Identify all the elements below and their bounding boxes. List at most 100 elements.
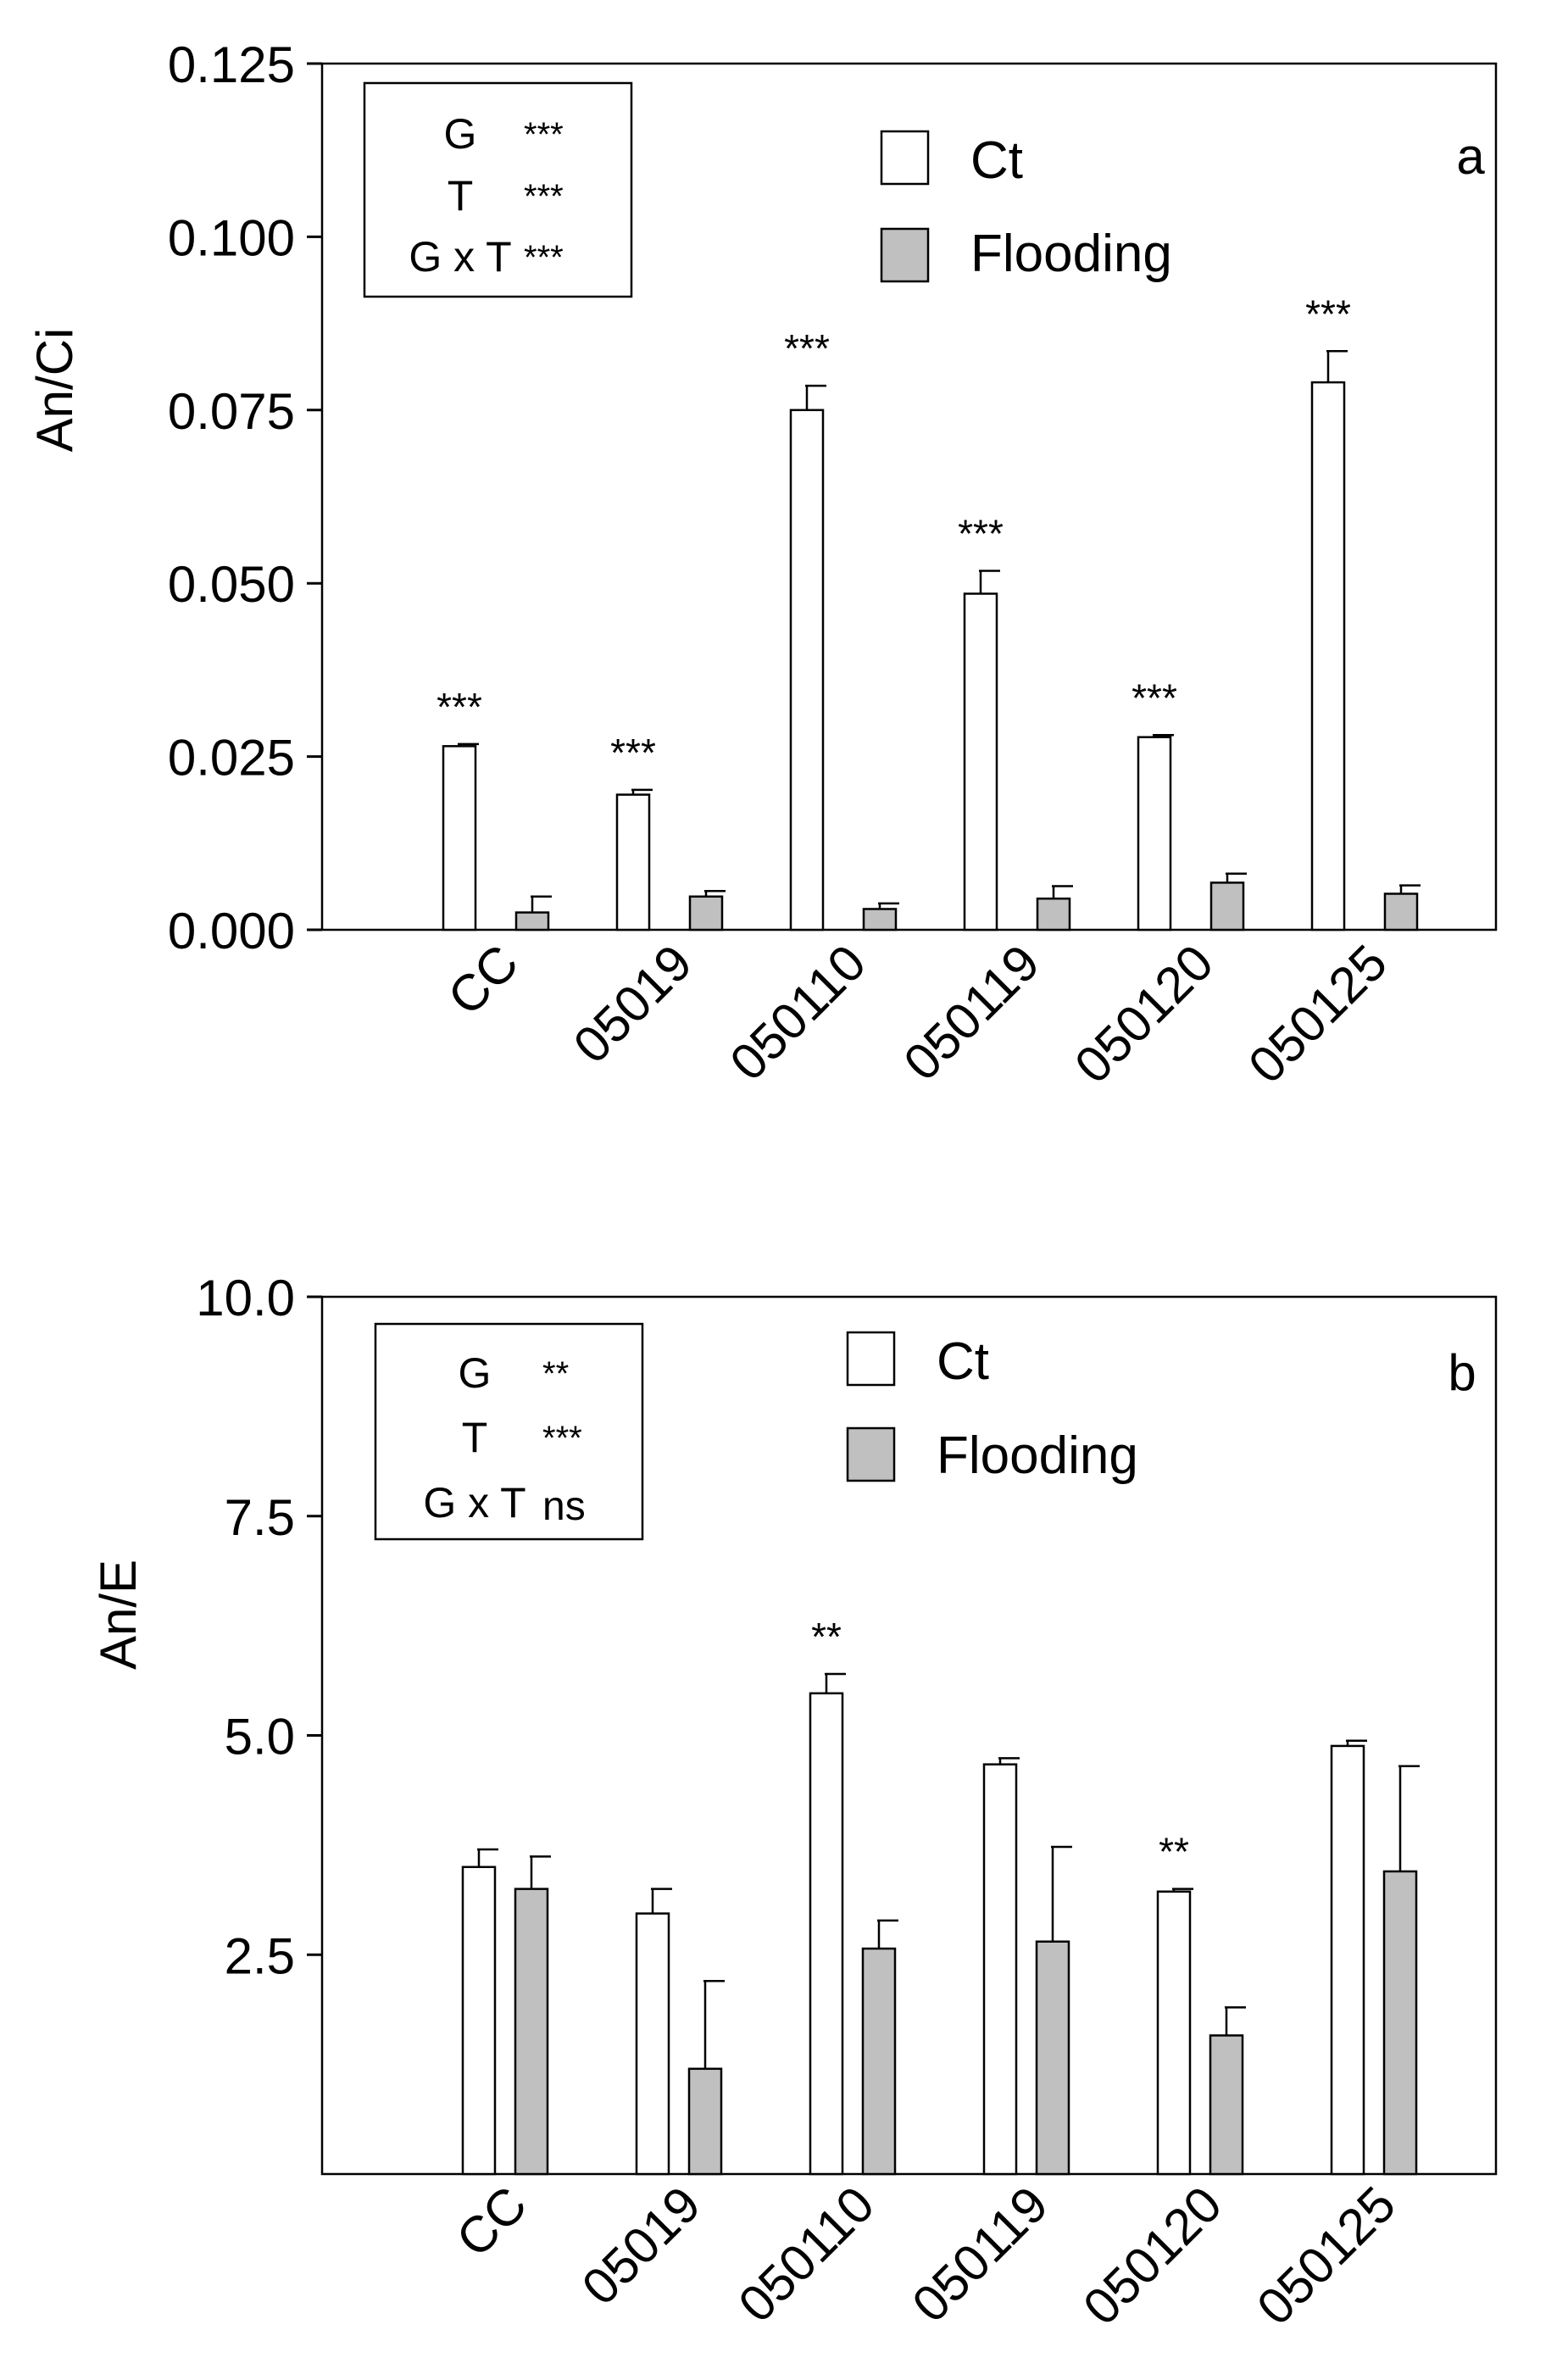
- panel-a-y-tick-label: 0.075: [168, 383, 295, 440]
- panel-a-error-bar-ct: [631, 788, 653, 795]
- panel-b-y-axis-label: An/E: [90, 1560, 147, 1670]
- panel-a-bar-ct: [789, 409, 825, 931]
- panel-b-error-bar-flooding: [1225, 2006, 1246, 2036]
- panel-b-bar-flooding: [687, 2067, 723, 2176]
- panel-b-x-axis: CC 05019 050110 050119 050120 050125: [446, 2176, 1407, 2336]
- panel-a-bar-ct: [615, 793, 651, 931]
- panel-b-significance-label: **: [811, 1615, 842, 1659]
- panel-a-bar-ct: [442, 745, 477, 931]
- panel-b-error-bar-ct: [825, 1672, 846, 1693]
- panel-b-error-bar-ct: [1346, 1739, 1367, 1746]
- panel-a-stats-level-t: ***: [524, 178, 564, 215]
- panel-b-stats-box: G ** T *** G x T ns: [374, 1322, 644, 1541]
- panel-b-label: b: [1448, 1344, 1476, 1401]
- panel-a-stats-factor-g: G: [444, 110, 477, 158]
- panel-b-bars: ** **: [461, 1615, 1420, 2176]
- panel-a: 0.000 0.025 0.050 0.075 0.100 0.125 An/Ci ***…: [26, 36, 1498, 1094]
- panel-b-error-bar-flooding: [877, 1919, 898, 1949]
- panel-b-bar-flooding: [1035, 1940, 1070, 2176]
- panel-a-y-axis-label: An/Ci: [26, 328, 83, 453]
- panel-a-x-tick-label: 050110: [719, 934, 876, 1092]
- panel-a-y-tick-label: 0.125: [168, 36, 295, 93]
- panel-a-significance-label: ***: [1305, 292, 1351, 336]
- panel-b-stats-level-t: ***: [542, 1420, 582, 1457]
- panel-b-x-tick-label: 050110: [727, 2176, 885, 2333]
- panel-a-stats-frame: [363, 81, 633, 298]
- panel-b-stats-level-g: **: [542, 1355, 569, 1393]
- panel-a-y-tick-label: 0.050: [168, 556, 295, 613]
- panel-b-error-bar-flooding: [703, 1980, 725, 2069]
- panel-b-y-tick-label: 2.5: [225, 1927, 295, 1984]
- panel-b-x-tick-label: 050125: [1246, 2176, 1406, 2336]
- panel-a-significance-label: ***: [784, 326, 830, 370]
- panel-a-y-axis: 0.000 0.025 0.050 0.075 0.100 0.125: [168, 36, 322, 959]
- panel-b-y-tick-label: 5.0: [225, 1709, 295, 1766]
- panel-b-y-tick-label: 10.0: [196, 1270, 295, 1326]
- panel-b-legend-swatch-flooding: [846, 1426, 896, 1482]
- panel-b-y-tick-label: 7.5: [225, 1489, 295, 1546]
- panel-a-error-bar-flooding: [878, 902, 899, 909]
- panel-a-bar-flooding: [862, 908, 898, 931]
- panel-a-stats-level-g: ***: [524, 116, 564, 153]
- panel-b-bar-ct: [1156, 1890, 1192, 2176]
- panel-a-error-bar-flooding: [1399, 884, 1421, 894]
- panel-a-error-bar-ct: [458, 742, 479, 747]
- panel-b-bar-flooding: [514, 1888, 549, 2176]
- panel-b-x-tick-label: 050120: [1072, 2176, 1232, 2336]
- panel-a-bar-flooding: [514, 911, 550, 931]
- panel-a-bar-flooding: [1383, 892, 1419, 931]
- panel-a-bar-ct: [1310, 381, 1346, 931]
- panel-a-bar-ct: [963, 592, 998, 931]
- panel-a-significance-label: ***: [1132, 676, 1177, 720]
- panel-a-stats-level-gxt: ***: [524, 239, 564, 276]
- panel-b-error-bar-ct: [998, 1757, 1020, 1765]
- panel-a-error-bar-ct: [1326, 350, 1348, 383]
- panel-b-bar-ct: [461, 1866, 497, 2176]
- panel-b-stats-factor-gxt: G x T: [423, 1479, 525, 1526]
- panel-b-stats-frame: [374, 1322, 644, 1541]
- panel-b-stats-factor-t: T: [462, 1414, 488, 1461]
- panel-a-x-tick-label: 050119: [892, 934, 1050, 1092]
- panel-a-x-tick-label: 050125: [1237, 934, 1398, 1094]
- panel-a-x-tick-label: 050120: [1064, 934, 1224, 1094]
- panel-b-x-tick-label: 05019: [571, 2176, 711, 2316]
- panel-b: 2.55.07.510.0 An/E **** CC 05019 050110 050…: [90, 1270, 1498, 2336]
- panel-a-y-tick-label: 0.100: [168, 209, 295, 266]
- panel-a-x-tick-label: CC: [437, 934, 530, 1026]
- panel-a-stats-factor-gxt: G x T: [409, 233, 511, 281]
- panel-b-legend-swatch-ct: [846, 1331, 896, 1387]
- panel-b-legend: Ct Flooding: [846, 1331, 1138, 1485]
- panel-b-x-tick-label: CC: [446, 2176, 538, 2268]
- panel-b-bar-ct: [982, 1763, 1018, 2176]
- panel-b-error-bar-flooding: [1051, 1845, 1072, 1942]
- panel-a-label: a: [1456, 128, 1485, 185]
- panel-b-bar-flooding: [1382, 1870, 1418, 2176]
- panel-a-error-bar-flooding: [1226, 872, 1247, 883]
- panel-a-bars: *** *** *** *** *** ***: [436, 292, 1421, 931]
- panel-a-error-bar-ct: [805, 384, 826, 410]
- panel-b-x-tick-label: 050119: [901, 2176, 1059, 2333]
- panel-b-stats-level-gxt: ns: [542, 1484, 586, 1529]
- panel-a-legend-label-ct: Ct: [970, 131, 1023, 190]
- panel-a-y-tick-label: 0.000: [168, 903, 295, 959]
- panel-b-bar-ct: [1330, 1744, 1365, 2176]
- panel-a-bar-ct: [1137, 736, 1172, 931]
- panel-a-y-tick-label: 0.025: [168, 730, 295, 787]
- panel-b-legend-label-flooding: Flooding: [937, 1426, 1138, 1485]
- panel-b-stats-factor-g: G: [459, 1349, 492, 1397]
- panel-a-legend-swatch-ct: [880, 130, 930, 186]
- panel-a-error-bar-ct: [979, 570, 1000, 594]
- panel-b-error-bar-flooding: [530, 1855, 551, 1889]
- panel-b-error-bar-ct: [477, 1848, 498, 1867]
- panel-b-legend-label-ct: Ct: [937, 1332, 989, 1391]
- panel-a-error-bar-flooding: [531, 895, 552, 913]
- panel-a-bar-flooding: [688, 895, 724, 931]
- panel-a-significance-label: ***: [958, 511, 1004, 555]
- panel-b-bar-ct: [635, 1912, 670, 2176]
- panel-b-error-bar-ct: [651, 1888, 672, 1914]
- panel-a-bar-flooding: [1209, 881, 1245, 931]
- panel-a-legend-swatch-flooding: [880, 227, 930, 283]
- panel-a-error-bar-flooding: [704, 889, 726, 897]
- panel-a-significance-label: ***: [436, 685, 482, 729]
